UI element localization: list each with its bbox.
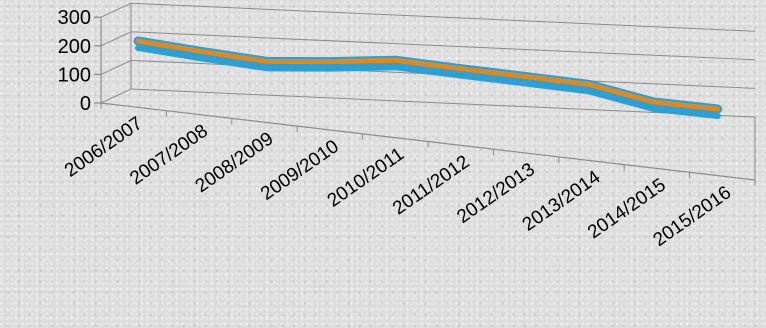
gridline-side-300 bbox=[100, 2, 132, 18]
y-tick-label-300: 300 bbox=[58, 7, 91, 29]
gridline-200 bbox=[130, 31, 756, 61]
gridline-300 bbox=[130, 2, 756, 32]
x-axis: 2006/20072007/20082008/20092009/20102010… bbox=[61, 103, 756, 251]
series-ribbon bbox=[133, 36, 723, 120]
gridline-side-100 bbox=[100, 59, 132, 75]
gridline-side-200 bbox=[100, 31, 132, 47]
y-tick-label-200: 200 bbox=[58, 36, 91, 58]
y-axis: 0 100 200 300 bbox=[58, 7, 101, 115]
y-tick-label-100: 100 bbox=[58, 64, 91, 86]
series-ribbon-top bbox=[135, 38, 721, 112]
y-tick-label-0: 0 bbox=[80, 93, 91, 115]
series-ribbon-edge bbox=[135, 44, 721, 120]
gridline-side-0 bbox=[100, 88, 132, 104]
series-ribbon-outline bbox=[133, 36, 723, 114]
gridline-0 bbox=[130, 88, 756, 118]
